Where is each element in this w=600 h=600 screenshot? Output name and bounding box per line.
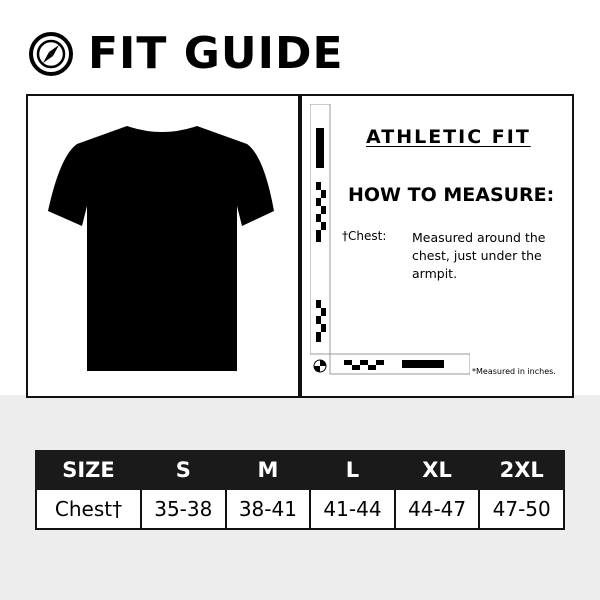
header-cell: XL [393,450,481,490]
size-table: SIZE S M L XL 2XL Chest† 35-38 38-41 41-… [35,450,565,530]
table-header-row: SIZE S M L XL 2XL [35,450,565,490]
fit-type-label: ATHLETIC FIT [366,126,531,148]
table-row: Chest† 35-38 38-41 41-44 44-47 47-50 [35,488,565,530]
table-cell: 38-41 [224,488,312,530]
table-cell: 41-44 [309,488,396,530]
header-cell: 2XL [478,450,565,490]
tshirt-image [48,126,274,371]
header: FIT GUIDE [28,28,344,79]
chest-description: Measured around the chest, just under th… [412,230,546,281]
table-cell: 44-47 [393,488,481,530]
page-title: FIT GUIDE [88,28,344,79]
row-label: Chest† [35,488,142,530]
header-cell: SIZE [35,450,142,490]
header-cell: L [309,450,396,490]
ruler-icon [310,104,470,375]
fit-guide-panel: ATHLETIC FIT HOW TO MEASURE: †Chest: Mea… [26,94,574,398]
how-to-measure-heading: HOW TO MEASURE: [348,184,555,206]
divider [298,96,302,396]
header-cell: S [140,450,227,490]
table-cell: 47-50 [478,488,565,530]
chest-label: †Chest: [342,229,387,243]
header-cell: M [224,450,312,490]
measurement-note: *Measured in inches. [472,367,556,376]
compass-icon [29,31,73,76]
table-cell: 35-38 [140,488,227,530]
measure-info: ATHLETIC FIT HOW TO MEASURE: †Chest: Mea… [304,96,572,396]
